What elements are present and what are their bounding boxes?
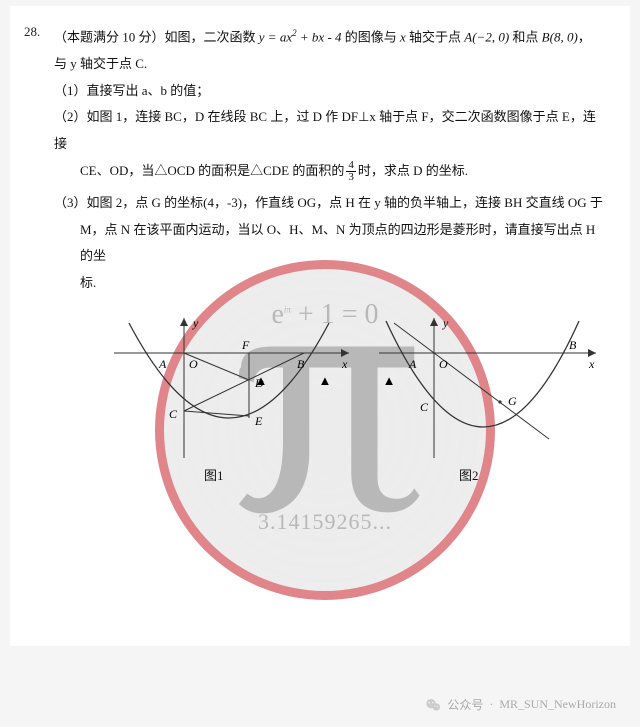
point-b: B(8, 0) bbox=[542, 29, 578, 44]
score-text: （本题满分 10 分） bbox=[54, 29, 165, 44]
figure1-label: 图1 bbox=[204, 463, 224, 490]
fraction: 43 bbox=[346, 160, 356, 183]
part2-line1: （2）如图 1，连接 BC，D 在线段 BC 上，过 D 作 DF⊥x 轴于点 … bbox=[54, 104, 606, 157]
stem-line2: 与 y 轴交于点 C. bbox=[54, 51, 606, 78]
point-a: A(−2, 0) bbox=[464, 29, 509, 44]
question-content: （本题满分 10 分）如图，二次函数 y = ax2 + bx - 4 的图像与… bbox=[54, 24, 606, 483]
footer-name: MR_SUN_NewHorizon bbox=[499, 697, 616, 712]
wechat-icon bbox=[425, 697, 441, 713]
fig1-C: C bbox=[169, 407, 178, 421]
figure2-svg: A O B C G y x bbox=[374, 313, 604, 463]
stem-e: ， bbox=[578, 29, 591, 44]
fig2-B: B bbox=[569, 338, 577, 352]
part1: （1）直接写出 a、b 的值； bbox=[54, 78, 606, 105]
figure2-label: 图2 bbox=[459, 463, 479, 490]
fig1-A: A bbox=[158, 357, 167, 371]
part3-line1: （3）如图 2，点 G 的坐标(4，-3)，作直线 OG，点 H 在 y 轴的负… bbox=[54, 190, 606, 217]
fig2-A: A bbox=[408, 357, 417, 371]
part2-line2: CE、OD，当△OCD 的面积是△CDE 的面积的43时，求点 D 的坐标. bbox=[54, 158, 606, 185]
part2-l2b: 时，求点 D 的坐标. bbox=[358, 163, 468, 178]
fig1-y: y bbox=[192, 316, 199, 330]
stem-a: 如图，二次函数 bbox=[165, 29, 259, 44]
frac-den: 3 bbox=[346, 172, 356, 183]
question-number: 28. bbox=[24, 24, 40, 40]
fig1-B: B bbox=[297, 357, 305, 371]
fig2-x: x bbox=[588, 357, 595, 371]
fig1-D: D bbox=[254, 376, 264, 390]
part2-l2a: CE、OD，当△OCD 的面积是△CDE 的面积的 bbox=[80, 163, 344, 178]
stem-c: 轴交于点 bbox=[406, 29, 465, 44]
fig1-E: E bbox=[254, 414, 263, 428]
figures-row: A O F B C D E y x 图1 bbox=[54, 313, 606, 483]
fig2-C: C bbox=[420, 400, 429, 414]
footer: 公众号 · MR_SUN_NewHorizon bbox=[425, 696, 616, 713]
footer-sep: · bbox=[489, 697, 493, 712]
exam-page: eiπ + 1 = 0 ▲ ▲ ▲ 3.14159265... 28. （本题满… bbox=[10, 6, 630, 646]
part3-line2: M，点 N 在该平面内运动，当以 O、H、M、N 为顶点的四边形是菱形时，请直接… bbox=[54, 217, 606, 270]
part3-line3: 标. bbox=[54, 270, 606, 297]
stem-line1: （本题满分 10 分）如图，二次函数 y = ax2 + bx - 4 的图像与… bbox=[54, 24, 606, 51]
figure1-svg: A O F B C D E y x bbox=[109, 313, 359, 463]
pi-digits: 3.14159265... bbox=[258, 509, 392, 535]
fig1-F: F bbox=[241, 338, 250, 352]
formula-lhs: y = ax bbox=[259, 29, 292, 44]
stem-d: 和点 bbox=[509, 29, 542, 44]
fig2-G: G bbox=[508, 394, 517, 408]
fig1-O: O bbox=[189, 357, 198, 371]
fig1-x: x bbox=[341, 357, 348, 371]
formula-rhs: + bx - 4 bbox=[297, 29, 342, 44]
stem-b: 的图像与 bbox=[341, 29, 400, 44]
fig2-y: y bbox=[442, 316, 449, 330]
fig2-O: O bbox=[439, 357, 448, 371]
footer-label: 公众号 bbox=[447, 696, 483, 713]
